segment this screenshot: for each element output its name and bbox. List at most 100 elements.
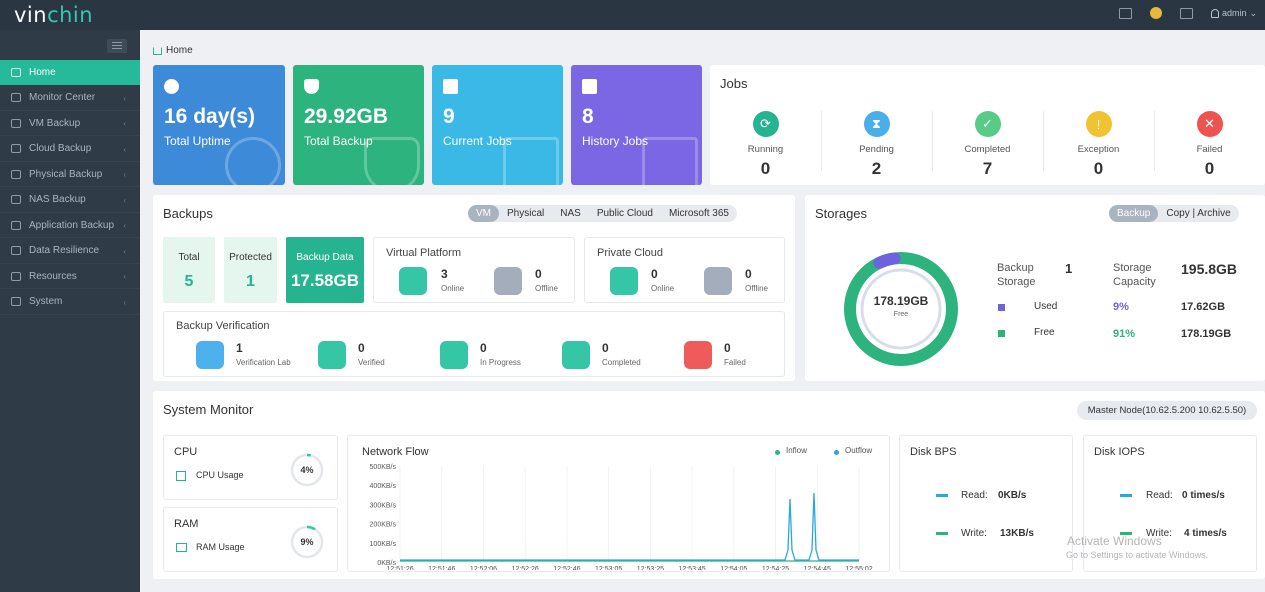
vinchin-logo[interactable]: vinchin xyxy=(14,3,94,27)
verification-label: Completed xyxy=(602,358,641,367)
tab-microsoft-365[interactable]: Microsoft 365 xyxy=(668,208,729,219)
current-jobs-value: 9 xyxy=(443,105,455,128)
ram-icon xyxy=(176,543,187,552)
notification-bell-icon[interactable] xyxy=(1149,7,1162,19)
tab-backup[interactable]: Backup xyxy=(1109,205,1159,222)
ram-percent: 9% xyxy=(300,537,314,547)
sidebar-item-label: Data Resilience xyxy=(29,245,100,256)
storages-title: Storages xyxy=(815,206,868,221)
chevron-icon: ‹ xyxy=(123,119,126,128)
x-tick-label: 12:51:46 xyxy=(428,566,455,570)
free-percent: 91% xyxy=(1113,328,1136,340)
tab-vm[interactable]: VM xyxy=(468,205,499,222)
tab-physical[interactable]: Physical xyxy=(507,208,545,219)
menu-toggle-button[interactable] xyxy=(107,39,127,53)
disk-iops-write-label: Write: xyxy=(1146,528,1172,539)
tab-nas[interactable]: NAS xyxy=(560,208,581,219)
user-menu[interactable]: admin ⌄ xyxy=(1210,8,1257,19)
jobs-panel: Jobs ⟳ Running 0 ⧗ Pending 2 ✓ Completed 7! Excep… xyxy=(710,65,1265,185)
job-status-completed[interactable]: ✓ Completed 7 xyxy=(932,111,1043,179)
chart-watermark-icon xyxy=(642,137,698,185)
verification-verified-icon xyxy=(318,341,346,369)
breadcrumb-home[interactable]: Home xyxy=(166,45,193,56)
current-jobs-card[interactable]: 9 Current Jobs xyxy=(432,65,563,185)
storage-type-tabs: Backup Copy | Archive xyxy=(1109,205,1239,222)
ram-gauge xyxy=(290,525,324,559)
used-label: Used xyxy=(1034,301,1058,312)
sidebar-item-nas-backup[interactable]: NAS Backup ‹ xyxy=(0,188,140,213)
sidebar-item-label: Resources xyxy=(29,270,77,282)
grid-icon xyxy=(11,271,21,281)
free-legend-swatch xyxy=(998,330,1005,337)
y-tick-label: 100KB/s xyxy=(370,541,397,548)
virtual-online-value: 3 xyxy=(441,267,448,281)
backup-verification-box: Backup Verification 1 Verification Lab 0 Ve… xyxy=(163,311,785,377)
cloud-online-label: Online xyxy=(651,284,675,293)
total-value: 5 xyxy=(184,273,194,290)
total-backup-label: Total Backup xyxy=(304,134,373,148)
private-cloud-title: Private Cloud xyxy=(597,247,664,259)
monitor-icon[interactable] xyxy=(1179,7,1193,19)
sidebar-item-vm-backup[interactable]: VM Backup ‹ xyxy=(0,111,140,136)
job-count: 0 xyxy=(1204,159,1215,178)
history-jobs-card[interactable]: 8 History Jobs xyxy=(571,65,702,185)
sidebar-item-physical-backup[interactable]: Physical Backup ‹ xyxy=(0,162,140,187)
backup-data-value: 17.58GB xyxy=(290,271,360,290)
network-flow-box: Network Flow Inflow Outflow 500KB/s 400KB… xyxy=(347,435,890,572)
job-label: Pending xyxy=(859,144,894,155)
disk-iops-title: Disk IOPS xyxy=(1094,446,1145,458)
disk-bps-read-value: 0KB/s xyxy=(998,490,1027,501)
job-count: 2 xyxy=(871,159,882,178)
divider xyxy=(821,111,822,171)
job-label: Failed xyxy=(1196,144,1223,155)
total-stat: Total 5 xyxy=(163,237,215,303)
shield-icon xyxy=(11,246,21,255)
verification-completed-icon xyxy=(562,341,590,369)
home-icon[interactable] xyxy=(153,46,162,55)
inflow-legend-dot xyxy=(775,450,780,455)
write-indicator xyxy=(936,532,948,535)
private-cloud-box[interactable]: Private Cloud 0 Online 0 Offline xyxy=(584,237,785,303)
vm-online-icon xyxy=(399,267,427,295)
storages-panel: Storages Backup Copy | Archive 178.19GB F… xyxy=(805,195,1265,381)
outflow-legend-dot xyxy=(834,450,839,455)
job-status-exception[interactable]: ! Exception 0 xyxy=(1043,111,1154,179)
total-backup-card[interactable]: 29.92GB Total Backup xyxy=(293,65,424,185)
exception-icon: ! xyxy=(1085,111,1112,137)
cpu-percent: 4% xyxy=(300,465,314,475)
uptime-card[interactable]: 16 day(s) Total Uptime xyxy=(153,65,285,185)
storage-capacity-value: 195.8GB xyxy=(1181,261,1238,277)
verification-label: Verification Lab xyxy=(236,358,291,367)
job-status-running[interactable]: ⟳ Running 0 xyxy=(710,111,821,179)
job-label: Running xyxy=(747,144,784,155)
chevron-icon: ‹ xyxy=(123,272,126,281)
history-jobs-value: 8 xyxy=(582,105,594,128)
job-status-pending[interactable]: ⧗ Pending 2 xyxy=(821,111,932,179)
backup-verification-title: Backup Verification xyxy=(176,320,270,332)
sidebar-item-data-resilience[interactable]: Data Resilience ‹ xyxy=(0,239,140,264)
master-node-selector[interactable]: Master Node(10.62.5.200 10.62.5.50) xyxy=(1077,401,1257,420)
verification-value: 1 xyxy=(236,341,243,355)
free-label: Free xyxy=(1034,327,1055,338)
backups-title: Backups xyxy=(163,206,213,221)
sidebar-item-home[interactable]: Home xyxy=(0,60,140,85)
disk-iops-read-value: 0 times/s xyxy=(1182,490,1225,501)
server-icon xyxy=(11,169,21,179)
chevron-icon: ‹ xyxy=(123,144,126,154)
sidebar-item-cloud-backup[interactable]: Cloud Backup ‹ xyxy=(0,137,140,162)
tab-public-cloud[interactable]: Public Cloud xyxy=(596,208,653,219)
failed-icon: ✕ xyxy=(1196,111,1223,137)
cloud-offline-icon xyxy=(704,267,732,295)
home-icon xyxy=(11,68,21,77)
cpu-usage-label: CPU Usage xyxy=(196,470,244,480)
protected-value: 1 xyxy=(246,273,255,290)
sidebar-item-monitor-center[interactable]: Monitor Center ‹ xyxy=(0,86,140,111)
sidebar-item-system[interactable]: System ‹ xyxy=(0,290,140,315)
tab-copy-archive[interactable]: Copy | Archive xyxy=(1166,208,1231,219)
virtual-platform-box[interactable]: Virtual Platform 3 Online 0 Offline xyxy=(373,237,575,303)
sidebar-item-application-backup[interactable]: Application Backup ‹ xyxy=(0,213,140,238)
sidebar-item-resources[interactable]: Resources ‹ xyxy=(0,264,140,289)
verification-label: Failed xyxy=(724,358,746,367)
job-status-failed[interactable]: ✕ Failed 0 xyxy=(1154,111,1265,179)
document-icon[interactable] xyxy=(1118,7,1132,19)
